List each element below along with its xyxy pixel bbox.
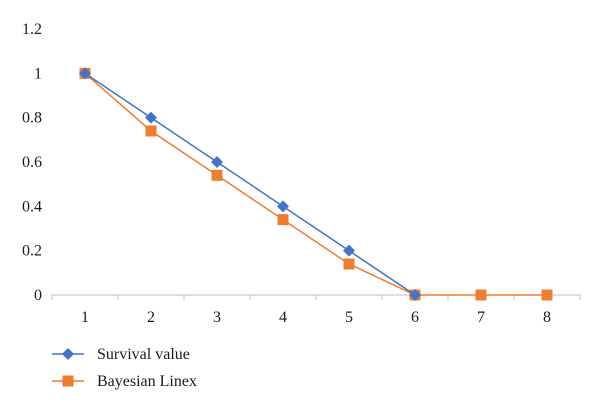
data-point-marker <box>79 67 91 80</box>
x-tick-label: 2 <box>147 309 155 326</box>
y-tick-label: 1.2 <box>22 21 42 38</box>
x-axis-tick-labels: 1 2 3 4 5 6 7 8 <box>81 309 551 326</box>
y-tick-label: 0.2 <box>22 243 42 260</box>
series-survival-value <box>79 67 421 301</box>
x-tick-label: 5 <box>345 309 353 326</box>
legend-item: Survival value <box>52 346 190 363</box>
x-tick-label: 8 <box>543 309 551 326</box>
series-line <box>84 72 547 296</box>
y-tick-label: 0.6 <box>22 154 42 171</box>
data-point-marker <box>343 258 355 270</box>
y-tick-label: 0.4 <box>22 198 42 215</box>
data-point-marker <box>211 169 223 181</box>
data-point-marker <box>475 289 487 301</box>
x-tick-label: 3 <box>213 309 221 326</box>
legend: Survival value Bayesian Linex <box>52 346 197 390</box>
y-axis-tick-labels: 0 0.2 0.4 0.6 0.8 1 1.2 <box>22 21 42 304</box>
data-point-marker <box>343 244 355 257</box>
y-tick-label: 0.8 <box>22 110 42 127</box>
legend-item: Bayesian Linex <box>52 373 197 390</box>
x-axis-ticks <box>51 295 581 300</box>
data-point-marker <box>277 200 289 213</box>
series-bayesian-linex <box>79 67 553 301</box>
x-tick-label: 4 <box>279 309 287 326</box>
data-point-marker <box>145 125 157 137</box>
series-line <box>84 72 416 296</box>
data-point-marker <box>211 156 223 168</box>
data-point-marker <box>541 289 553 301</box>
legend-label: Survival value <box>97 346 190 363</box>
series-layer <box>79 67 553 301</box>
y-tick-label: 1 <box>34 65 42 82</box>
y-tick-label: 0 <box>34 287 42 304</box>
x-tick-label: 1 <box>81 309 89 326</box>
legend-label: Bayesian Linex <box>97 373 197 390</box>
x-tick-label: 6 <box>411 309 419 326</box>
data-point-marker <box>409 289 421 301</box>
legend-marker <box>62 375 74 387</box>
x-tick-label: 7 <box>477 309 485 326</box>
data-point-marker <box>277 214 289 226</box>
data-point-marker <box>145 111 157 124</box>
legend-marker <box>62 348 74 360</box>
